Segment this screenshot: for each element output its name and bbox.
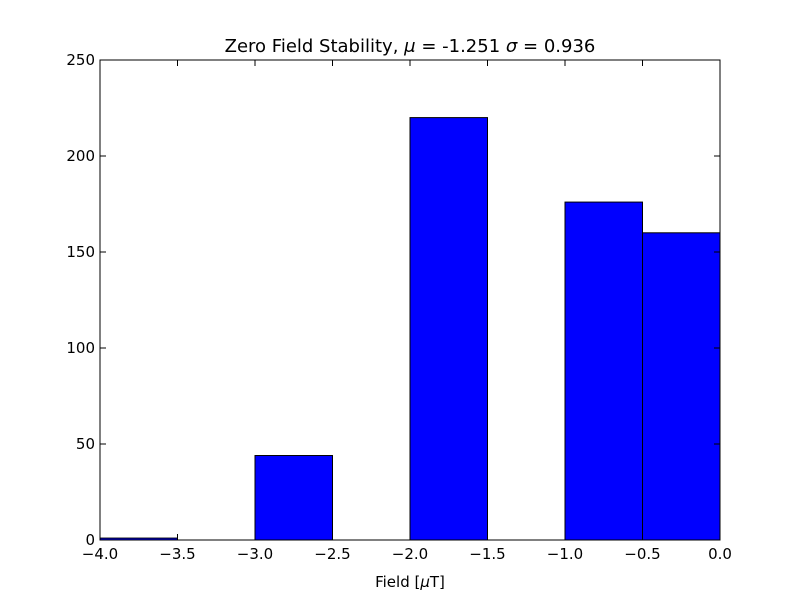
y-tick-label: 100 xyxy=(66,339,95,357)
y-tick-label: 200 xyxy=(66,147,95,165)
histogram-bar xyxy=(642,232,721,541)
histogram-bar xyxy=(409,117,488,541)
x-tick-label: −4.0 xyxy=(82,545,118,563)
x-axis-label: Field [μT] xyxy=(375,573,445,591)
chart-title-sigma: σ xyxy=(506,36,518,57)
x-axis-label-mu: μ xyxy=(419,573,430,591)
x-tick-label: 0.0 xyxy=(708,545,732,563)
x-tick-label: −3.5 xyxy=(159,545,195,563)
chart-title-sigma-value: = 0.936 xyxy=(517,36,595,57)
histogram-bar xyxy=(564,201,643,541)
y-tick-label: 250 xyxy=(66,51,95,69)
x-axis-label-prefix: Field [ xyxy=(375,573,420,591)
x-tick-label: −1.0 xyxy=(547,545,583,563)
y-tick-label: 150 xyxy=(66,243,95,261)
x-axis-ticks: −4.0 −3.5 −3.0 −2.5 −2.0 −1.5 −1.0 −0.5 0.0 xyxy=(82,60,732,563)
chart-title-text: Zero Field Stability, xyxy=(225,36,405,57)
x-tick-label: −3.0 xyxy=(237,545,273,563)
y-tick-label: 0 xyxy=(85,531,95,549)
chart-title-mu: μ xyxy=(403,36,415,57)
chart-title-mu-value: = -1.251 xyxy=(416,36,506,57)
bars-group xyxy=(99,117,721,541)
y-axis-ticks: 0 50 100 150 200 250 xyxy=(66,51,720,549)
chart-title: Zero Field Stability, μ = -1.251 σ = 0.9… xyxy=(225,36,596,57)
x-tick-label: −1.5 xyxy=(469,545,505,563)
x-axis-label-suffix: T] xyxy=(429,573,445,591)
x-tick-label: −2.5 xyxy=(314,545,350,563)
x-tick-label: −2.0 xyxy=(392,545,428,563)
histogram-bar xyxy=(254,455,333,541)
x-tick-label: −0.5 xyxy=(624,545,660,563)
y-tick-label: 50 xyxy=(76,435,95,453)
